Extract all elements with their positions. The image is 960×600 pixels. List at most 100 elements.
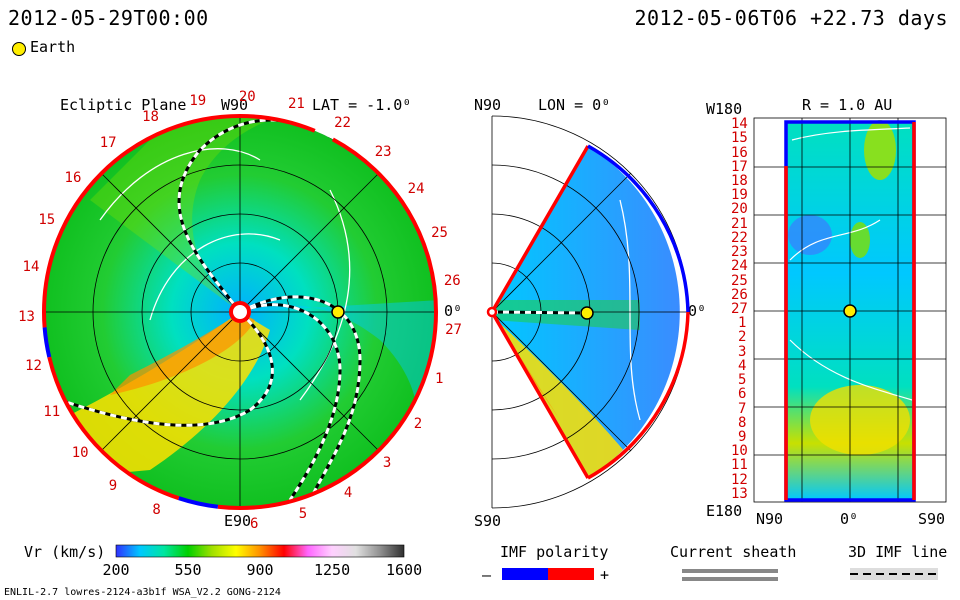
sector-label: 1: [434, 370, 444, 387]
sphere-y-tick: 25: [731, 272, 748, 289]
slow-wind-region: [240, 300, 436, 470]
imf-line-dash: [177, 118, 351, 313]
sector-label: 6: [250, 516, 259, 533]
sphere-x-tick: S90: [918, 510, 946, 528]
sector-label: 17: [99, 134, 117, 151]
current-sheet-line: [619, 199, 641, 421]
meridional-axis: [491, 172, 632, 313]
stream-region: [90, 116, 300, 312]
cme-front-south: [492, 312, 640, 478]
sector-label: 3: [382, 454, 392, 471]
sphere-y-tick: 14: [731, 116, 748, 133]
sphere-feature: [864, 120, 896, 180]
earth-marker-ecliptic: [331, 305, 345, 319]
sphere-y-tick: 15: [731, 130, 748, 147]
sector-label: 24: [407, 180, 425, 197]
sector-label: 21: [287, 96, 305, 113]
current-sheet-line: [789, 339, 913, 401]
imf-plus-swatch: [548, 568, 594, 580]
colorbar-tick: 900: [246, 561, 274, 579]
sphere-y-tick: 16: [731, 144, 748, 161]
imf-minus-swatch: [502, 568, 548, 580]
sector-label: 9: [108, 477, 118, 494]
imf-polarity-title: IMF polarity: [500, 543, 609, 561]
imf-line-dash: [239, 295, 362, 501]
imf-plus-label: +: [600, 566, 610, 584]
sphere-y-tick: 22: [731, 229, 748, 246]
sector-label: 22: [334, 114, 351, 131]
sphere-y-tick: 24: [731, 258, 748, 275]
colorbar-tick: 200: [102, 561, 130, 579]
sector-label: 19: [189, 93, 207, 110]
footer-caption: ENLIL-2.7 lowres-2124-a3b1f WSA_V2.2 GON…: [4, 587, 281, 598]
meridional-right-label: 0⁰: [688, 302, 707, 320]
sector-label: 10: [71, 444, 89, 461]
meridional-bottom-label: S90: [474, 512, 502, 530]
sector-label: 15: [38, 211, 56, 228]
ecliptic-lat-label: LAT = -1.0⁰: [312, 96, 412, 114]
sphere-y-tick: 7: [738, 400, 747, 417]
meridional-arc-north: [587, 144, 690, 313]
sector-label: 26: [443, 272, 461, 289]
current-sheath-swatch: [682, 577, 778, 581]
current-sheet-line: [149, 233, 281, 321]
meridional-edge-south: [490, 311, 590, 479]
sphere-y-tick: 3: [738, 343, 747, 360]
earth-legend-label: Earth: [30, 38, 76, 56]
sphere-feature: [810, 385, 910, 455]
meridional-plane-panel: [486, 115, 690, 509]
sphere-y-tick: 2: [738, 329, 747, 346]
sphere-y-tick: 9: [738, 429, 747, 445]
sector-label: 20: [238, 89, 256, 106]
sun-marker: [229, 301, 251, 323]
colorbar-label: Vr (km/s): [24, 543, 106, 561]
sphere-bottom-left-label: E180: [706, 502, 743, 520]
earth-marker-meridional: [580, 306, 594, 320]
sphere-title: R = 1.0 AU: [802, 96, 893, 114]
sphere-y-tick: 21: [731, 215, 748, 232]
sphere-panel: [753, 117, 947, 503]
sphere-x-tick: N90: [756, 510, 784, 528]
sector-label: 14: [22, 259, 40, 276]
meridional-arc-south: [587, 311, 690, 480]
sphere-y-tick: 6: [738, 386, 747, 403]
meridional-edge-north: [490, 145, 590, 313]
sphere-y-tick: 1: [738, 315, 747, 332]
colorbar-tick: 1250: [314, 561, 351, 579]
ecliptic-plane-panel: [42, 114, 438, 510]
sector-label: 23: [374, 143, 392, 160]
sector-label: 13: [18, 308, 35, 325]
imf-minus-label: –: [482, 566, 492, 584]
sector-label: 5: [298, 506, 308, 523]
sector-label: 8: [152, 501, 161, 518]
sphere-y-tick: 8: [738, 414, 747, 431]
ecliptic-bottom-label: E90: [224, 512, 252, 530]
ecliptic-polarity-ring: [42, 114, 438, 510]
current-sheath-swatch: [682, 569, 778, 573]
earth-marker-sphere: [843, 304, 857, 318]
sector-label: 18: [142, 108, 159, 125]
imf-line-meridional-dash: [491, 310, 586, 315]
colorbar-tick: 550: [174, 561, 202, 579]
sphere-y-tick: 18: [731, 173, 748, 189]
imf-line-dash: [239, 303, 342, 501]
sphere-y-tick: 13: [731, 485, 748, 502]
meridional-top-label: N90: [474, 96, 502, 114]
equatorial-band: [492, 300, 640, 330]
sector-label: 2: [413, 415, 423, 432]
sector-label: 16: [64, 169, 82, 186]
sector-label: 4: [343, 485, 353, 502]
sphere-y-tick: 20: [731, 201, 748, 218]
current-sheet-line: [299, 189, 351, 401]
date-left: 2012-05-29T00:00: [8, 6, 209, 30]
sphere-feature: [788, 215, 832, 255]
sphere-y-tick: 23: [731, 244, 748, 261]
colorbar-tick: 1600: [386, 561, 423, 579]
current-sheet-line: [789, 219, 881, 261]
sphere-y-tick: 11: [731, 457, 748, 474]
current-sheet-line: [99, 148, 261, 221]
ecliptic-right-label: 0⁰: [444, 302, 463, 320]
meridional-axis: [491, 311, 632, 452]
